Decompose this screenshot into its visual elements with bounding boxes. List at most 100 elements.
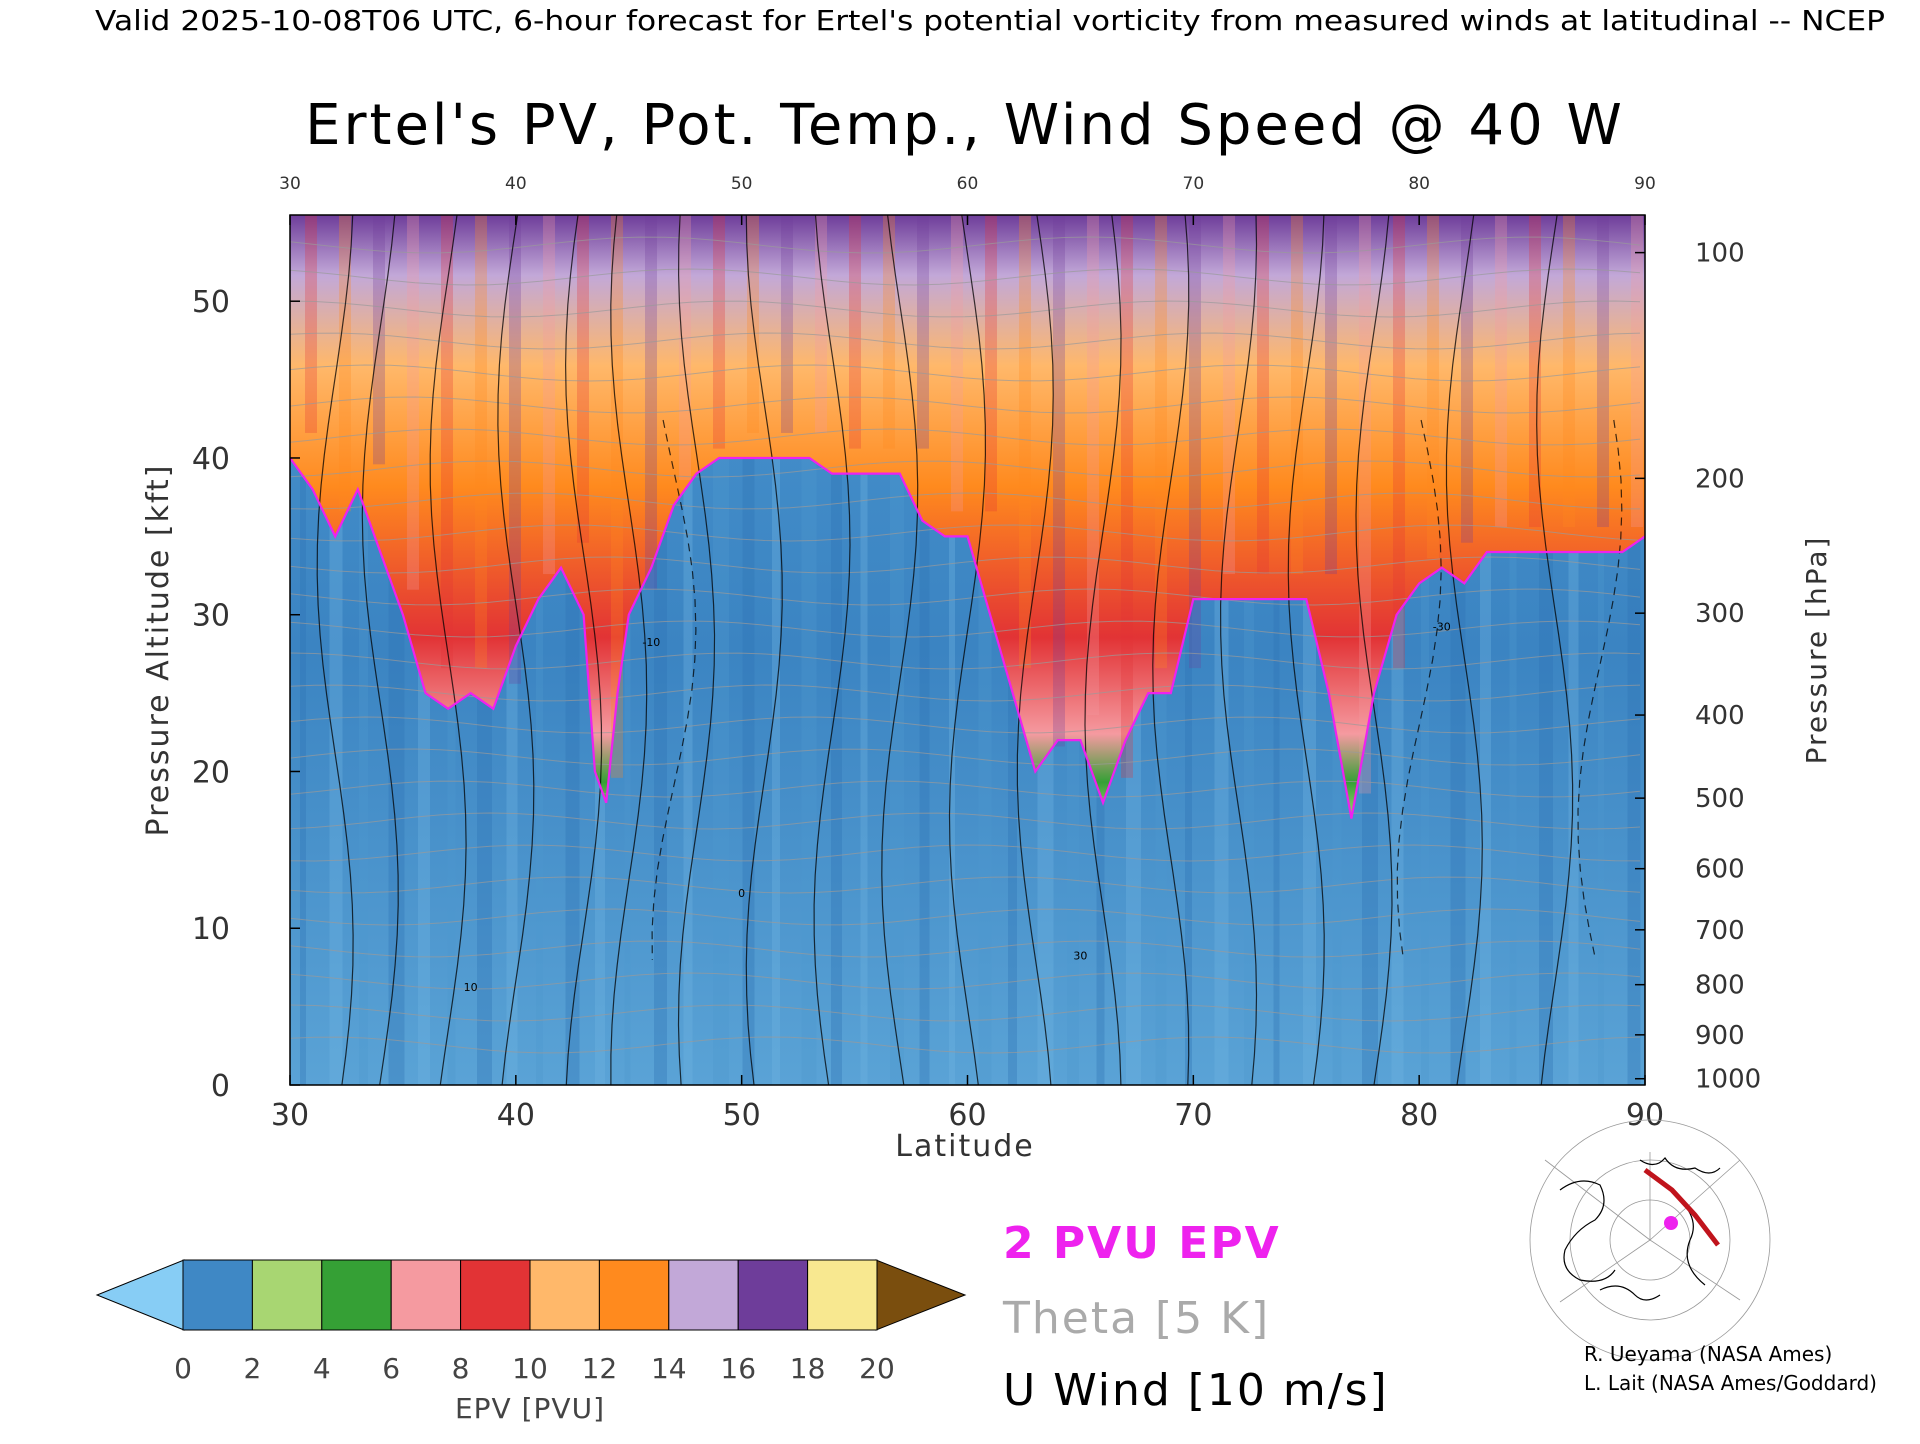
u-wind-contour-negative bbox=[651, 419, 697, 961]
colorbar-over-arrow bbox=[875, 1259, 967, 1331]
theta-contour bbox=[290, 300, 1641, 318]
y-tick-label-right: 600 bbox=[1695, 855, 1745, 885]
u-wind-contour bbox=[813, 215, 851, 1085]
stratosphere-streak bbox=[679, 215, 691, 480]
theta-contour bbox=[290, 556, 1641, 574]
stratosphere-streak bbox=[611, 215, 623, 778]
contour-annotation: -10 bbox=[642, 636, 660, 649]
theta-contour bbox=[290, 780, 1641, 798]
x-tick-label-top: 80 bbox=[1408, 174, 1430, 194]
theta-contours bbox=[290, 236, 1641, 1054]
legend-entry: Theta [5 K] bbox=[1002, 1293, 1270, 1344]
colorbar-bin bbox=[598, 1259, 670, 1331]
theta-contour bbox=[290, 908, 1641, 926]
colorbar-tick-label: 6 bbox=[382, 1352, 400, 1385]
stratosphere-fill bbox=[290, 215, 1645, 819]
theta-contour bbox=[290, 812, 1641, 830]
theta-contour bbox=[290, 364, 1641, 382]
u-wind-contour bbox=[1445, 215, 1483, 1085]
y-tick-label-right: 200 bbox=[1695, 464, 1745, 494]
u-wind-contour bbox=[429, 215, 467, 1085]
stratosphere-streak bbox=[1597, 215, 1609, 528]
contour-annotation: -30 bbox=[1433, 620, 1451, 633]
colorbar-tick-label: 2 bbox=[243, 1352, 261, 1385]
stratosphere-streak bbox=[1121, 215, 1133, 778]
stratosphere-streak bbox=[339, 215, 351, 512]
colorbar-tick-label: 4 bbox=[313, 1352, 331, 1385]
u-wind-contours: 0 10 30 -10 -30 bbox=[316, 215, 1623, 1085]
theta-contour bbox=[290, 492, 1641, 510]
stratosphere-streak bbox=[1223, 215, 1235, 575]
stratosphere-streak bbox=[815, 215, 827, 433]
troposphere-streak bbox=[1598, 215, 1604, 1085]
stratosphere-streak bbox=[441, 215, 453, 669]
troposphere-streak bbox=[359, 215, 368, 1085]
legend: 2 PVU EPV Theta [5 K] U Wind [10 m/s] bbox=[1002, 1218, 1389, 1416]
troposphere-streak bbox=[1273, 215, 1280, 1085]
u-wind-contour bbox=[564, 215, 603, 1085]
stratosphere-streak bbox=[543, 215, 555, 575]
stratosphere-streak bbox=[1529, 215, 1541, 528]
colorbar-under-arrow bbox=[95, 1259, 185, 1331]
y-axis-label-right: Pressure [hPa] bbox=[1800, 536, 1833, 765]
stratosphere-streak bbox=[509, 215, 521, 684]
u-wind-contour bbox=[1355, 215, 1393, 1085]
troposphere-streak bbox=[683, 215, 693, 1085]
legend-entry: U Wind [10 m/s] bbox=[1003, 1365, 1389, 1416]
stratosphere-streak bbox=[577, 215, 589, 543]
troposphere-streak bbox=[919, 215, 930, 1085]
x-tick-label-top: 30 bbox=[279, 174, 301, 194]
y-tick-label-right: 1000 bbox=[1695, 1065, 1761, 1095]
u-wind-contour bbox=[881, 215, 919, 1085]
colorbar-bin bbox=[460, 1259, 531, 1331]
stratosphere-streak bbox=[1563, 215, 1575, 528]
x-tick-label: 80 bbox=[1400, 1098, 1438, 1133]
u-wind-contour bbox=[1219, 215, 1258, 1085]
stratosphere-streak bbox=[1461, 215, 1473, 543]
legend-entry: 2 PVU EPV bbox=[1003, 1218, 1281, 1269]
stratosphere-streak bbox=[1087, 215, 1099, 716]
y-tick-label-right: 100 bbox=[1695, 239, 1745, 269]
troposphere-streak bbox=[1509, 215, 1517, 1085]
stratosphere-streak bbox=[713, 215, 725, 449]
x-tick-label: 30 bbox=[271, 1098, 309, 1133]
credit-line-1: R. Ueyama (NASA Ames) bbox=[1584, 1342, 1832, 1366]
u-wind-contour bbox=[1536, 215, 1574, 1085]
y-tick-label-right: 700 bbox=[1695, 916, 1745, 946]
colorbar-tick-label: 14 bbox=[651, 1352, 687, 1385]
u-wind-contour bbox=[1287, 215, 1325, 1085]
u-wind-contour-negative bbox=[1396, 419, 1442, 961]
chart-title: Ertel's PV, Pot. Temp., Wind Speed @ 40 … bbox=[305, 93, 1625, 158]
troposphere-streak bbox=[1568, 215, 1579, 1085]
theta-contour bbox=[290, 620, 1641, 638]
colorbar-bin bbox=[251, 1259, 323, 1331]
theta-contour bbox=[290, 332, 1641, 350]
u-wind-contour bbox=[1084, 215, 1122, 1085]
stratosphere-streak bbox=[305, 215, 317, 433]
troposphere-streak bbox=[831, 215, 842, 1085]
contour-annotation: 0 bbox=[738, 887, 745, 900]
u-wind-contour bbox=[610, 215, 648, 1085]
colorbar-bin bbox=[737, 1259, 809, 1331]
x-tick-label: 50 bbox=[723, 1098, 761, 1133]
stratosphere-streaks bbox=[305, 215, 1643, 794]
u-wind-contour bbox=[361, 215, 399, 1085]
troposphere-streak bbox=[949, 215, 955, 1085]
theta-contour bbox=[290, 684, 1641, 702]
colorbar-label: EPV [PVU] bbox=[455, 1392, 605, 1425]
x-tick-label: 40 bbox=[497, 1098, 535, 1133]
plot-area: 0 10 30 -10 -30 bbox=[290, 215, 1645, 1085]
troposphere-streak bbox=[624, 215, 631, 1085]
x-tick-label: 70 bbox=[1174, 1098, 1212, 1133]
stratosphere-streak bbox=[1495, 215, 1507, 528]
colorbar-bin bbox=[668, 1259, 739, 1331]
y-tick-label-right: 800 bbox=[1695, 971, 1745, 1001]
y-tick-label-left: 0 bbox=[211, 1069, 230, 1104]
u-wind-contour bbox=[497, 215, 535, 1085]
u-wind-contour bbox=[948, 215, 987, 1085]
colorbar-bin bbox=[390, 1259, 462, 1331]
theta-contour bbox=[290, 716, 1641, 734]
y-tick-label-left: 20 bbox=[192, 755, 230, 790]
troposphere-streak bbox=[300, 215, 306, 1085]
theta-contour bbox=[290, 652, 1641, 670]
